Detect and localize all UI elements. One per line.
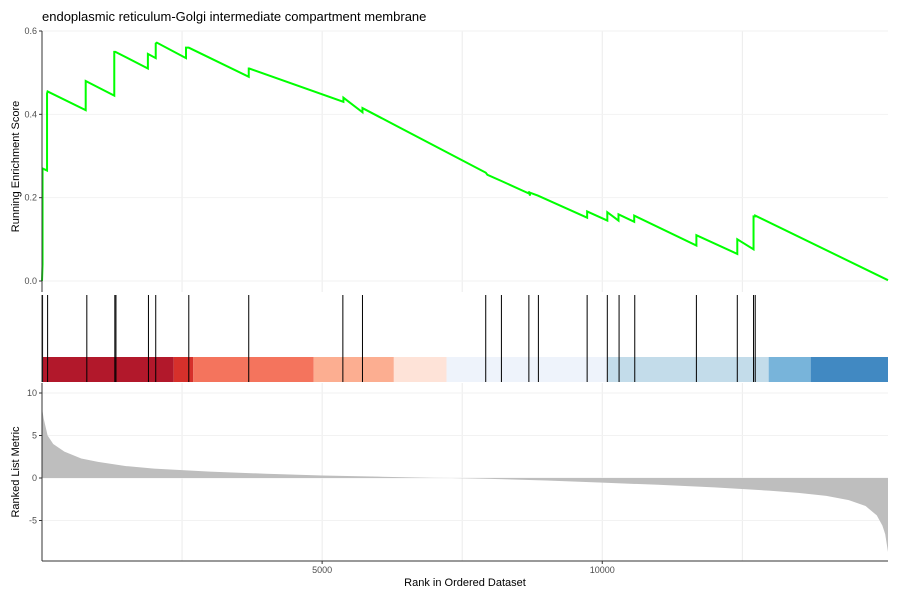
ranking-band-block xyxy=(173,357,194,382)
y-tick-label: 0.0 xyxy=(24,276,37,286)
enrichment-y-axis: 0.0 0.2 0.4 0.6 xyxy=(24,26,43,292)
ranking-band-block xyxy=(393,357,447,382)
ranking-band-block xyxy=(42,357,174,382)
ranking-band-block xyxy=(810,357,888,382)
enrichment-y-axis-title: Running Enrichment Score xyxy=(10,101,22,232)
y-tick-label: 10 xyxy=(27,388,37,398)
ranking-band-block xyxy=(193,357,314,382)
y-tick-label: 0.6 xyxy=(24,26,37,36)
y-tick-label: 5 xyxy=(32,431,37,441)
ranked-metric-y-axis: -5 0 5 10 xyxy=(27,383,43,561)
ranking-band-block xyxy=(768,357,811,382)
ranking-band-block xyxy=(607,357,769,382)
gene-hit-marks xyxy=(41,295,756,382)
y-tick-label: 0 xyxy=(32,473,37,483)
ranking-color-band xyxy=(42,357,888,382)
x-axis-title: Rank in Ordered Dataset xyxy=(404,577,526,589)
chart-title: endoplasmic reticulum-Golgi intermediate… xyxy=(42,9,426,24)
y-tick-label: -5 xyxy=(29,516,37,526)
ranked-metric-area xyxy=(42,408,888,552)
x-axis: 5000 10000 xyxy=(42,560,888,575)
ranked-metric-panel: -5 0 5 10 Ranked List Metric 5000 10000 Rank… xyxy=(10,383,888,589)
x-tick-label: 10000 xyxy=(590,565,615,575)
gene-hits-panel xyxy=(41,295,888,382)
ranking-band-block xyxy=(313,357,394,382)
ranked-metric-y-axis-title: Ranked List Metric xyxy=(10,426,22,518)
y-tick-label: 0.4 xyxy=(24,109,37,119)
ranking-band-block xyxy=(446,357,608,382)
enrichment-score-line xyxy=(41,41,889,282)
enrichment-grid xyxy=(42,30,888,292)
enrichment-score-panel: 0.0 0.2 0.4 0.6 Running Enrichment Score xyxy=(10,26,889,292)
y-tick-label: 0.2 xyxy=(24,193,37,203)
x-tick-label: 5000 xyxy=(312,565,332,575)
